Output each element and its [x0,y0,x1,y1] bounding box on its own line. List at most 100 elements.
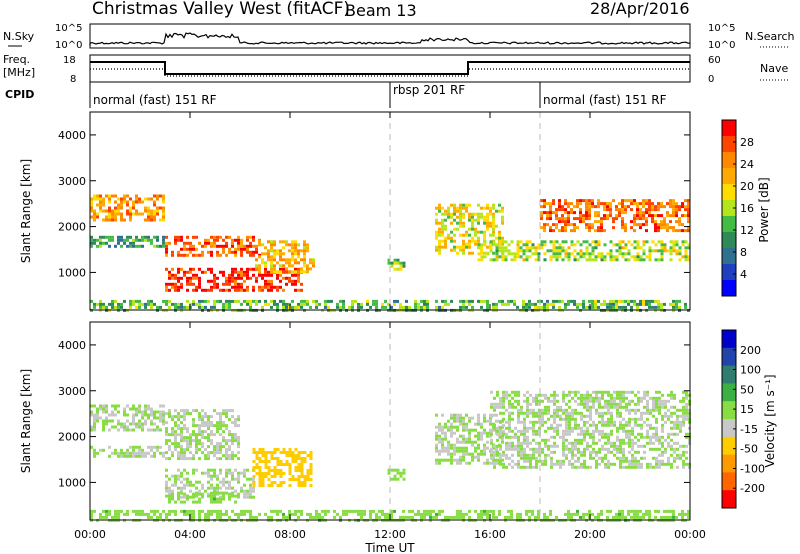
data-cell [207,241,210,245]
data-cell [601,432,604,436]
data-cell [90,425,93,429]
data-cell [616,450,619,454]
data-cell [93,416,96,420]
data-cell [493,396,496,400]
data-cell [529,411,532,415]
data-cell [138,238,141,242]
data-cell [93,509,96,513]
data-cell [186,509,189,513]
data-cell [673,396,676,400]
data-cell [315,509,318,513]
data-cell [237,492,240,496]
data-cell [616,456,619,460]
data-cell [633,258,637,262]
data-cell [501,255,505,259]
data-cell [598,462,601,466]
data-cell [480,305,483,309]
data-cell [639,255,643,259]
data-cell [144,413,147,417]
cpid-label: CPID [5,88,34,101]
data-cell [649,462,652,466]
data-cell [228,495,231,499]
data-cell [273,285,276,289]
data-cell [685,390,688,394]
data-cell [675,211,678,215]
data-cell [378,515,381,519]
data-cell [633,202,636,206]
data-cell [561,226,564,230]
data-cell [222,454,225,458]
data-cell [180,267,183,271]
data-cell [612,302,615,306]
data-cell [624,252,628,256]
data-cell [534,302,537,306]
colorbar-swatch [722,216,736,233]
data-cell [556,432,559,436]
data-cell [159,404,162,408]
data-cell [210,512,213,516]
data-cell [622,447,625,451]
data-cell [147,428,150,432]
data-cell [517,447,520,451]
data-cell [210,285,213,289]
data-cell [589,435,592,439]
data-cell [654,229,657,233]
data-cell [645,302,648,306]
data-cell [474,218,477,222]
data-cell [114,209,117,213]
data-cell [624,211,627,215]
data-cell [633,217,636,221]
data-cell [99,241,102,245]
data-cell [309,463,313,466]
data-cell [198,515,201,519]
data-cell [597,252,601,256]
data-cell [564,211,567,215]
data-cell [453,449,456,453]
data-cell [595,453,598,457]
data-cell [159,515,162,519]
data-cell [378,509,381,513]
data-cell [105,416,108,420]
data-cell [180,305,183,309]
data-cell [264,457,268,460]
data-cell [186,480,189,484]
data-cell [529,408,532,412]
data-cell [414,299,417,303]
data-cell [396,471,400,475]
data-cell [390,264,394,268]
data-cell [480,230,483,234]
data-cell [183,418,186,422]
data-cell [165,451,168,455]
data-cell [607,459,610,463]
data-cell [162,404,165,408]
data-cell [655,420,658,424]
data-cell [114,194,117,198]
data-cell [453,209,456,213]
data-region [387,468,406,481]
data-cell [135,299,138,303]
colorbar-swatch [722,383,736,402]
data-cell [135,451,138,455]
data-cell [435,443,438,447]
data-cell [535,447,538,451]
data-cell [234,454,237,458]
data-cell [583,429,586,433]
data-cell [300,472,304,475]
data-cell [613,453,616,457]
data-cell [634,462,637,466]
data-cell [441,509,444,513]
data-cell [646,390,649,394]
data-cell [636,305,639,309]
data-cell [621,208,624,212]
data-cell [165,282,168,286]
data-cell [180,489,183,493]
data-cell [586,408,589,412]
data-cell [586,399,589,403]
data-cell [565,417,568,421]
data-cell [123,407,126,411]
data-cell [381,509,384,513]
data-cell [117,451,120,455]
data-cell [129,212,132,216]
data-cell [129,215,132,219]
data-cell [387,261,391,265]
